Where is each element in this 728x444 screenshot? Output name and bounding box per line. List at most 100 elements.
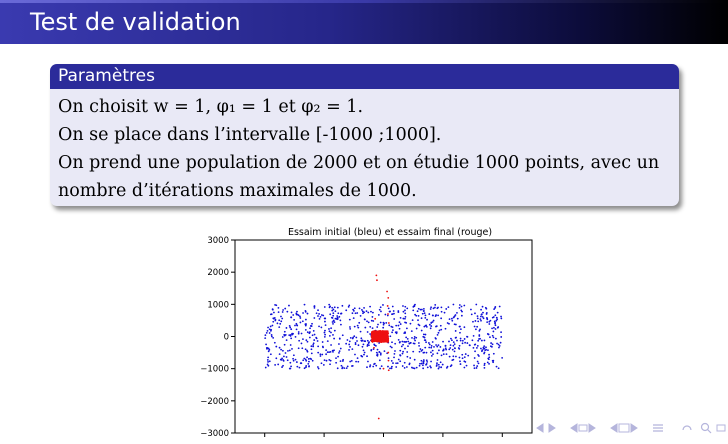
- initial-swarm-point: [448, 322, 450, 325]
- nav-subsection-box-icon[interactable]: [618, 423, 630, 433]
- nav-subsection-right-icon[interactable]: [630, 423, 638, 433]
- nav-align-icon[interactable]: [653, 424, 663, 432]
- initial-swarm-point: [456, 311, 458, 314]
- initial-swarm-point: [448, 355, 451, 358]
- initial-swarm-point: [369, 333, 372, 335]
- initial-swarm-point: [376, 326, 379, 328]
- nav-section-left-icon[interactable]: [570, 423, 578, 433]
- initial-swarm-point: [367, 360, 369, 363]
- initial-swarm-point: [412, 309, 415, 312]
- initial-swarm-point: [280, 320, 283, 323]
- initial-swarm-point: [405, 336, 408, 339]
- initial-swarm-point: [321, 353, 324, 356]
- initial-swarm-point: [499, 341, 502, 344]
- scatter-chart: Essaim initial (bleu) et essaim final (r…: [190, 222, 540, 440]
- initial-swarm-point: [348, 340, 351, 343]
- initial-swarm-point: [269, 325, 272, 328]
- nav-undo-icon[interactable]: [682, 425, 692, 431]
- initial-swarm-point: [348, 343, 351, 346]
- initial-swarm-point: [399, 349, 402, 352]
- initial-swarm-point: [308, 332, 311, 335]
- initial-swarm-point: [423, 351, 426, 354]
- initial-swarm-point: [278, 319, 281, 322]
- initial-swarm-point: [270, 334, 273, 336]
- beamer-navigation[interactable]: [535, 420, 728, 436]
- initial-swarm-point: [458, 356, 461, 359]
- initial-swarm-point: [317, 351, 320, 354]
- initial-swarm-point: [356, 357, 359, 360]
- initial-swarm-point: [275, 304, 278, 307]
- initial-swarm-point: [302, 359, 305, 362]
- initial-swarm-point: [483, 362, 486, 365]
- initial-swarm-point: [301, 320, 304, 323]
- initial-swarm-point: [341, 366, 344, 369]
- initial-swarm-point: [456, 317, 459, 320]
- initial-swarm-point: [265, 343, 267, 346]
- initial-swarm-point: [270, 328, 273, 331]
- initial-swarm-point: [392, 329, 394, 331]
- initial-swarm-point: [309, 357, 312, 360]
- nav-zoom-icon[interactable]: [716, 424, 726, 432]
- initial-swarm-point: [383, 322, 385, 325]
- initial-swarm-point: [464, 353, 467, 355]
- initial-swarm-point: [369, 305, 371, 308]
- final-swarm-point: [375, 330, 378, 333]
- initial-swarm-point: [414, 339, 416, 342]
- initial-swarm-point: [286, 359, 289, 362]
- initial-swarm-point: [426, 366, 429, 369]
- initial-swarm-point: [479, 315, 482, 318]
- nav-section-box-icon[interactable]: [578, 424, 588, 432]
- initial-swarm-point: [467, 354, 470, 357]
- initial-swarm-point: [482, 317, 485, 320]
- initial-swarm-point: [473, 357, 476, 359]
- nav-right-icon[interactable]: [548, 423, 556, 433]
- initial-swarm-point: [445, 353, 448, 356]
- final-swarm-point: [378, 337, 381, 339]
- initial-swarm-point: [463, 356, 466, 359]
- initial-swarm-point: [337, 312, 340, 315]
- initial-swarm-point: [340, 323, 342, 326]
- initial-swarm-point: [353, 307, 356, 310]
- initial-swarm-point: [437, 363, 440, 366]
- initial-swarm-point: [290, 316, 292, 319]
- initial-swarm-point: [332, 319, 335, 322]
- chart-title: Essaim initial (bleu) et essaim final (r…: [288, 227, 492, 238]
- initial-swarm-point: [392, 362, 394, 364]
- nav-section-right-icon[interactable]: [588, 423, 596, 433]
- initial-swarm-point: [380, 365, 383, 368]
- initial-swarm-point: [480, 313, 483, 316]
- initial-swarm-point: [394, 350, 396, 352]
- initial-swarm-point: [422, 360, 425, 363]
- initial-swarm-point: [481, 305, 484, 308]
- initial-swarm-point: [279, 358, 282, 361]
- initial-swarm-point: [422, 335, 425, 338]
- initial-swarm-point: [351, 365, 353, 367]
- nav-search-handle-icon[interactable]: [707, 429, 712, 434]
- initial-swarm-point: [481, 349, 484, 352]
- initial-swarm-point: [358, 321, 361, 324]
- nav-search-icon[interactable]: [700, 422, 710, 432]
- initial-swarm-point: [348, 349, 350, 351]
- initial-swarm-point: [452, 303, 455, 306]
- nav-left-icon[interactable]: [536, 423, 544, 433]
- initial-swarm-point: [459, 363, 462, 365]
- initial-swarm-point: [435, 365, 438, 367]
- initial-swarm-point: [365, 310, 368, 313]
- initial-swarm-point: [395, 324, 398, 327]
- initial-swarm-point: [389, 345, 392, 348]
- initial-swarm-point: [404, 309, 406, 312]
- initial-swarm-point: [338, 350, 341, 353]
- initial-swarm-point: [311, 359, 314, 362]
- initial-swarm-point: [435, 337, 437, 340]
- initial-swarm-point: [271, 324, 274, 327]
- initial-swarm-point: [495, 316, 498, 319]
- initial-swarm-point: [420, 359, 423, 362]
- initial-swarm-point: [413, 358, 416, 361]
- block-line-1: On choisit w = 1, φ₁ = 1 et φ₂ = 1.: [58, 97, 364, 117]
- initial-swarm-point: [413, 336, 416, 338]
- final-swarm-point: [373, 336, 376, 339]
- initial-swarm-point: [440, 328, 443, 331]
- initial-swarm-point: [460, 309, 463, 312]
- initial-swarm-point: [332, 322, 334, 325]
- nav-subsection-left-icon[interactable]: [610, 423, 618, 433]
